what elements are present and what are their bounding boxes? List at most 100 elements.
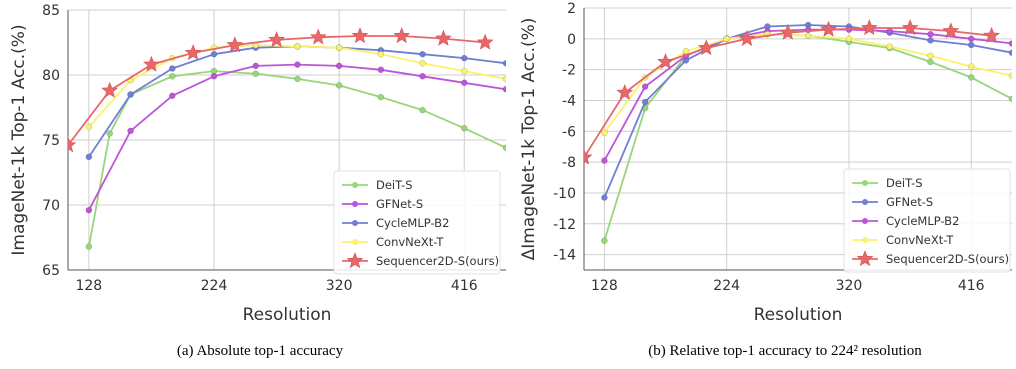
y-tick-label: 65 [42, 263, 60, 279]
data-point [294, 75, 301, 83]
data-point-star [983, 26, 1000, 43]
y-tick-label: 75 [42, 133, 60, 149]
chart-b-plot-area [584, 19, 1012, 244]
data-point [641, 98, 649, 106]
data-point [601, 194, 608, 201]
chart-panel-b: 2 0 -2 -4 -6 -8 -10 -12 -14 128 224 320 416 Resolutio… [510, 0, 1016, 344]
data-point [461, 79, 468, 87]
y-axis-label: ΔImageNet-1k Top-1 Acc.(%) [519, 18, 539, 261]
data-point [377, 50, 385, 58]
legend-label: GFNet-S [376, 197, 423, 211]
data-point [967, 74, 975, 81]
data-point [1008, 49, 1012, 56]
data-point [502, 144, 506, 152]
data-point [85, 153, 93, 161]
data-point [85, 206, 93, 214]
data-point [461, 67, 468, 75]
series-sequencer2d-s-ours [584, 19, 1000, 165]
y-tick-label: 80 [42, 68, 60, 84]
x-axis-label: Resolution [754, 305, 843, 325]
legend-swatch-marker [352, 220, 358, 226]
legend-label: CycleMLP-B2 [886, 214, 959, 228]
series-line-convnext-t [603, 33, 1012, 134]
data-point [127, 127, 134, 135]
data-point-star [738, 29, 756, 46]
legend-box [333, 170, 501, 275]
chart-a: 65 70 75 80 85 128 224 320 416 Resolution ImageNet… [9, 3, 506, 325]
legend-label: ConvNeXt-T [376, 235, 444, 249]
legend-label: ConvNeXt-T [886, 233, 954, 247]
data-point [210, 50, 218, 58]
data-point-star [860, 19, 878, 36]
data-point-star [351, 27, 369, 44]
data-point [967, 35, 975, 43]
data-point [294, 43, 301, 50]
data-point [886, 43, 893, 50]
series-line-sequencer2d-s-ours [584, 27, 992, 158]
data-point [335, 44, 343, 51]
x-tick-label: 128 [75, 278, 102, 294]
data-point [601, 129, 608, 137]
data-point-star [616, 83, 634, 100]
y-tick-label: -4 [562, 93, 576, 109]
data-point [502, 60, 506, 67]
data-point [641, 83, 649, 90]
legend-swatch-marker [352, 201, 358, 207]
data-point [461, 54, 468, 62]
data-point [502, 75, 506, 83]
x-tick-label: 320 [836, 278, 863, 294]
x-tick-label: 224 [713, 278, 740, 294]
data-point [85, 243, 93, 250]
data-point [377, 93, 385, 101]
data-point [927, 30, 934, 38]
data-point [1008, 95, 1012, 103]
data-point-star [697, 39, 715, 56]
data-point-star [584, 148, 593, 165]
legend-label: DeiT-S [886, 176, 923, 190]
data-point [845, 35, 853, 43]
data-point [927, 52, 934, 60]
series-line-cyclemlp-b2 [603, 28, 1012, 162]
x-axis-label: Resolution [243, 305, 332, 325]
legend-label: DeiT-S [376, 178, 413, 192]
legend-swatch-star [346, 252, 364, 269]
legend-swatch-marker [862, 218, 868, 224]
caption-a: (a) Absolute top-1 accuracy [176, 343, 344, 359]
chart-a-legend: DeiT-S GFNet-S CycleMLP-B2 ConvNeXt-T Sequen… [333, 170, 501, 275]
data-point [335, 62, 343, 70]
data-point-star [184, 44, 202, 61]
data-point [927, 37, 934, 44]
data-point-star [657, 53, 674, 70]
data-point [335, 82, 343, 89]
data-point [85, 123, 93, 131]
legend-box [843, 168, 1011, 273]
series-convnext-t [85, 41, 506, 131]
x-tick-label: 224 [201, 278, 228, 294]
data-point [967, 41, 975, 49]
data-point [927, 58, 934, 66]
data-point [252, 62, 259, 70]
y-tick-label: 70 [42, 198, 60, 214]
series-cyclemlp-b2 [601, 26, 1012, 164]
legend-swatch-marker [862, 237, 868, 243]
y-tick-label: -8 [562, 155, 576, 171]
legend-swatch-marker [862, 180, 868, 186]
data-point-star [309, 28, 327, 45]
data-point [804, 32, 812, 39]
series-sequencer2d-s-ours [68, 27, 494, 153]
x-tick-label: 416 [451, 278, 478, 294]
data-point [682, 47, 690, 55]
chart-b-grid [584, 7, 1012, 270]
data-point [461, 125, 468, 132]
chart-panel-a: 65 70 75 80 85 128 224 320 416 Resolution ImageNet… [0, 0, 510, 344]
y-axis-label: ImageNet-1k Top-1 Acc.(%) [9, 24, 29, 255]
data-point [419, 50, 426, 58]
data-point [419, 60, 426, 67]
data-point [723, 35, 730, 43]
data-point-star [101, 81, 119, 98]
data-point [419, 106, 426, 114]
data-point [106, 130, 113, 137]
series-gfnet-s [85, 61, 506, 214]
chart-a-plot-area [68, 27, 506, 250]
legend-swatch-marker [352, 239, 358, 245]
